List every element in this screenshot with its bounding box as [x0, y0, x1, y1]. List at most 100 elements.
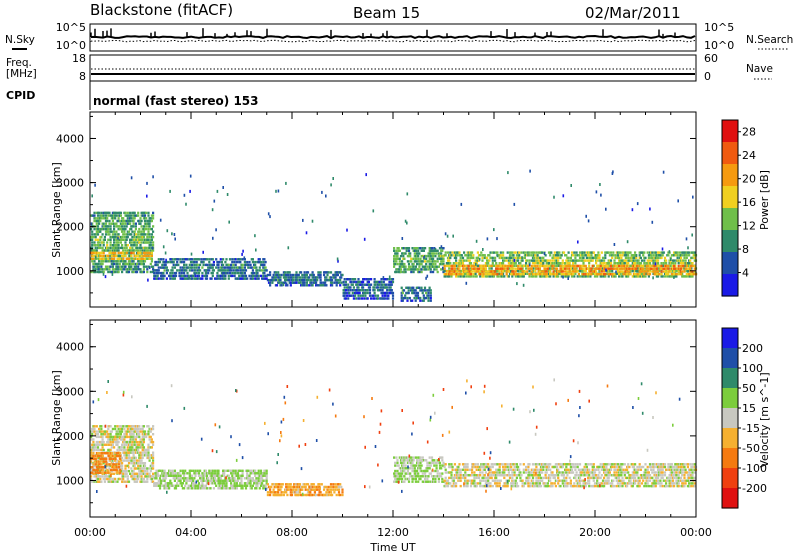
- echo-cell: [533, 256, 536, 260]
- echo-cell: [135, 480, 139, 483]
- echo-cell: [116, 467, 119, 470]
- cpid-text: normal (fast stereo) 153: [93, 94, 259, 108]
- echo-cell: [142, 438, 145, 441]
- echo-cell: [603, 270, 606, 273]
- echo-cell: [395, 260, 398, 263]
- echo-cell: [131, 427, 134, 431]
- echo-cell: [397, 247, 400, 250]
- echo-cell: [97, 454, 100, 458]
- echo-cell: [119, 448, 122, 452]
- echo-cell: [596, 254, 599, 257]
- echo-cell: [404, 265, 407, 268]
- echo-cell: [129, 268, 132, 271]
- echo-cell: [110, 480, 113, 483]
- echo-cell: [358, 291, 361, 295]
- echo-cell: [629, 251, 632, 254]
- echo-cell: [404, 270, 407, 274]
- echo-cell: [429, 268, 432, 271]
- echo-cell: [99, 235, 102, 239]
- nave-label: Nave: [746, 63, 773, 75]
- echo-cell: [639, 256, 642, 260]
- echo-cell: [657, 264, 660, 268]
- echo-cell: [161, 479, 164, 482]
- echo-cell: [396, 268, 399, 271]
- echo-cell: [437, 265, 440, 268]
- echo-cell: [574, 254, 577, 257]
- echo-cell: [458, 264, 461, 268]
- echo-cell: [188, 472, 191, 475]
- echo-cell: [99, 217, 102, 220]
- echo-cell: [667, 270, 670, 273]
- echo-cell: [100, 443, 103, 446]
- echo-cell: [591, 270, 594, 273]
- echo-cell: [572, 273, 575, 276]
- echo-cell: [189, 484, 193, 487]
- echo-cell: [161, 263, 164, 267]
- echo-cell: [193, 477, 196, 480]
- echo-cell: [106, 468, 109, 472]
- echo-cell: [635, 256, 638, 260]
- sporadic-echo: [562, 194, 565, 198]
- echo-cell: [137, 462, 140, 465]
- echo-cell: [133, 265, 136, 268]
- echo-cell: [613, 267, 616, 270]
- echo-cell: [179, 474, 182, 477]
- echo-cell: [631, 275, 634, 278]
- echo-cell: [619, 254, 622, 257]
- echo-cell: [98, 467, 101, 470]
- echo-cell: [536, 264, 539, 268]
- echo-cell: [129, 249, 132, 252]
- freq-panel: 18 8 60 0 Freq. [MHz] Nave: [6, 52, 773, 83]
- echo-cell: [634, 267, 637, 270]
- echo-cell: [380, 278, 383, 281]
- echo-cell: [174, 271, 178, 275]
- echo-cell: [108, 219, 111, 223]
- echo-cell: [131, 230, 134, 233]
- echo-cell: [133, 477, 136, 481]
- echo-cell: [297, 281, 300, 284]
- echo-cell: [164, 266, 167, 269]
- echo-cell: [108, 452, 111, 455]
- colorbar-swatch: [722, 252, 738, 275]
- echo-cell: [114, 435, 117, 439]
- echo-cell: [661, 251, 664, 254]
- echo-cell: [450, 275, 453, 278]
- echo-cell: [467, 259, 470, 262]
- echo-cell: [343, 297, 346, 300]
- echo-cell: [325, 284, 328, 287]
- echo-cell: [429, 249, 432, 252]
- echo-cell: [261, 277, 264, 280]
- echo-cell: [491, 251, 494, 254]
- echo-cell: [394, 252, 397, 255]
- echo-cell: [603, 275, 606, 278]
- sporadic-echo: [147, 278, 149, 282]
- echo-cell: [185, 482, 188, 485]
- echo-cell: [183, 260, 186, 264]
- echo-cell: [557, 251, 560, 254]
- echo-cell: [581, 256, 584, 260]
- echo-cell: [173, 277, 176, 280]
- echo-cell: [100, 430, 103, 433]
- echo-cell: [143, 260, 147, 263]
- echo-cell: [546, 259, 549, 262]
- echo-cell: [644, 275, 647, 278]
- echo-cell: [141, 430, 144, 433]
- echo-cell: [201, 484, 204, 487]
- echo-cell: [581, 273, 584, 276]
- echo-cell: [585, 256, 588, 260]
- echo-cell: [643, 270, 646, 273]
- echo-cell: [119, 260, 122, 263]
- sporadic-echo: [425, 276, 427, 280]
- echo-cell: [117, 227, 120, 231]
- echo-cell: [683, 270, 686, 273]
- echo-cell: [638, 275, 641, 278]
- echo-cell: [115, 254, 118, 257]
- echo-cell: [360, 283, 364, 286]
- echo-cell: [133, 214, 136, 217]
- echo-cell: [121, 246, 124, 250]
- sporadic-echo: [213, 199, 216, 203]
- echo-cell: [132, 251, 135, 255]
- echo-cell: [233, 260, 236, 264]
- echo-cell: [117, 225, 120, 228]
- echo-cell: [335, 273, 338, 277]
